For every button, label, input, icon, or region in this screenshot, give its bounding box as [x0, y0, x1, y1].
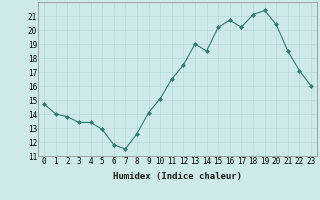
- X-axis label: Humidex (Indice chaleur): Humidex (Indice chaleur): [113, 172, 242, 181]
